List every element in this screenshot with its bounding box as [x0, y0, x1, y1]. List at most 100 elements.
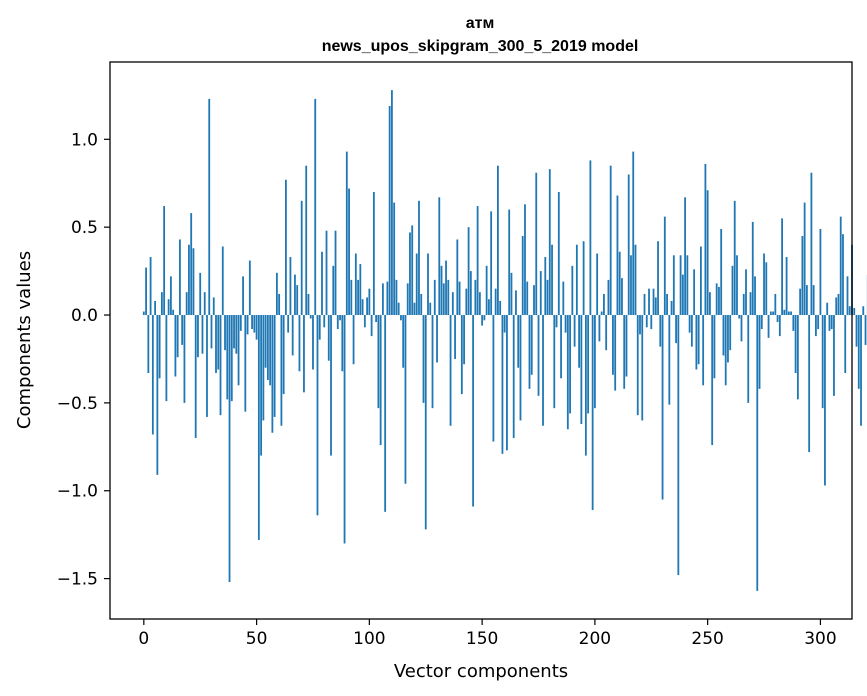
bar	[824, 315, 826, 486]
bar	[266, 315, 269, 381]
bar	[625, 315, 628, 377]
bar	[451, 292, 454, 316]
bar	[199, 272, 202, 316]
bar	[508, 209, 511, 316]
bar	[327, 315, 330, 361]
bar	[533, 285, 535, 316]
chart-title-line1: атм	[466, 15, 495, 32]
bar	[672, 255, 675, 316]
bar	[575, 244, 578, 316]
bar	[239, 315, 242, 331]
bar	[230, 315, 233, 402]
bar	[551, 244, 553, 316]
bar	[587, 315, 590, 414]
bar	[593, 315, 596, 409]
y-axis-label: Components values	[14, 251, 35, 429]
bar	[853, 307, 856, 316]
bar	[535, 172, 538, 316]
bar	[185, 292, 188, 316]
bar	[722, 315, 725, 356]
bar	[305, 165, 308, 316]
bar	[350, 279, 353, 316]
bar	[330, 315, 332, 456]
bar	[257, 315, 260, 540]
bar	[156, 315, 159, 475]
bar	[440, 265, 443, 316]
bar	[169, 276, 172, 316]
bar	[548, 169, 551, 316]
bar	[720, 228, 723, 316]
bar	[499, 300, 502, 316]
bar	[285, 179, 287, 316]
x-tick-label: 250	[691, 629, 723, 649]
bar	[321, 251, 323, 316]
bar	[260, 315, 263, 456]
bar	[686, 255, 689, 316]
bar	[630, 255, 632, 316]
bar	[668, 315, 671, 405]
bar	[206, 315, 208, 417]
bar	[562, 281, 565, 316]
x-tick-label: 100	[353, 629, 385, 649]
bar	[749, 292, 752, 316]
bar	[763, 253, 765, 316]
bar	[339, 315, 341, 321]
bar	[634, 244, 637, 316]
bar	[695, 315, 698, 370]
bar	[512, 315, 515, 439]
bar	[280, 315, 283, 426]
bar	[332, 265, 335, 316]
bar	[215, 315, 217, 374]
bar	[803, 202, 806, 316]
bar	[765, 262, 768, 316]
bar	[796, 315, 799, 400]
bar	[438, 197, 441, 316]
bar	[751, 221, 754, 316]
bar	[463, 315, 465, 365]
bar	[197, 315, 199, 358]
bar	[294, 274, 296, 316]
y-tick-label: 0.5	[71, 218, 98, 238]
bar	[769, 311, 772, 316]
bar	[359, 264, 362, 316]
bar	[183, 315, 186, 403]
bar	[422, 315, 425, 403]
bar	[298, 315, 301, 372]
x-tick-label: 300	[804, 629, 836, 649]
bar	[406, 283, 409, 316]
bar	[345, 151, 348, 316]
x-axis-ticks: 0 50 100 150 200 250 300	[138, 619, 837, 649]
bar	[776, 315, 779, 323]
bar	[598, 315, 601, 342]
bar	[442, 283, 445, 316]
bar	[348, 188, 350, 316]
bar	[354, 253, 357, 316]
bar	[436, 315, 438, 363]
bar	[445, 260, 447, 316]
bar	[458, 281, 461, 316]
bar	[591, 315, 594, 511]
bar	[812, 285, 815, 316]
bar	[325, 230, 328, 316]
bar	[774, 293, 777, 316]
y-tick-label: −1.5	[57, 570, 98, 590]
bar	[404, 315, 407, 484]
bar	[571, 265, 574, 316]
bar	[693, 269, 696, 316]
bar	[645, 315, 648, 328]
bar	[151, 315, 154, 435]
x-tick-label: 150	[466, 629, 498, 649]
bar	[264, 315, 267, 368]
bar	[352, 315, 355, 365]
bar	[573, 315, 576, 347]
bar	[291, 315, 294, 356]
bar	[715, 283, 718, 316]
bar	[607, 279, 610, 316]
bar	[564, 315, 567, 333]
bar	[603, 293, 605, 316]
bar	[709, 292, 711, 316]
bar	[424, 315, 427, 530]
bar	[235, 315, 238, 354]
bar	[212, 297, 215, 316]
